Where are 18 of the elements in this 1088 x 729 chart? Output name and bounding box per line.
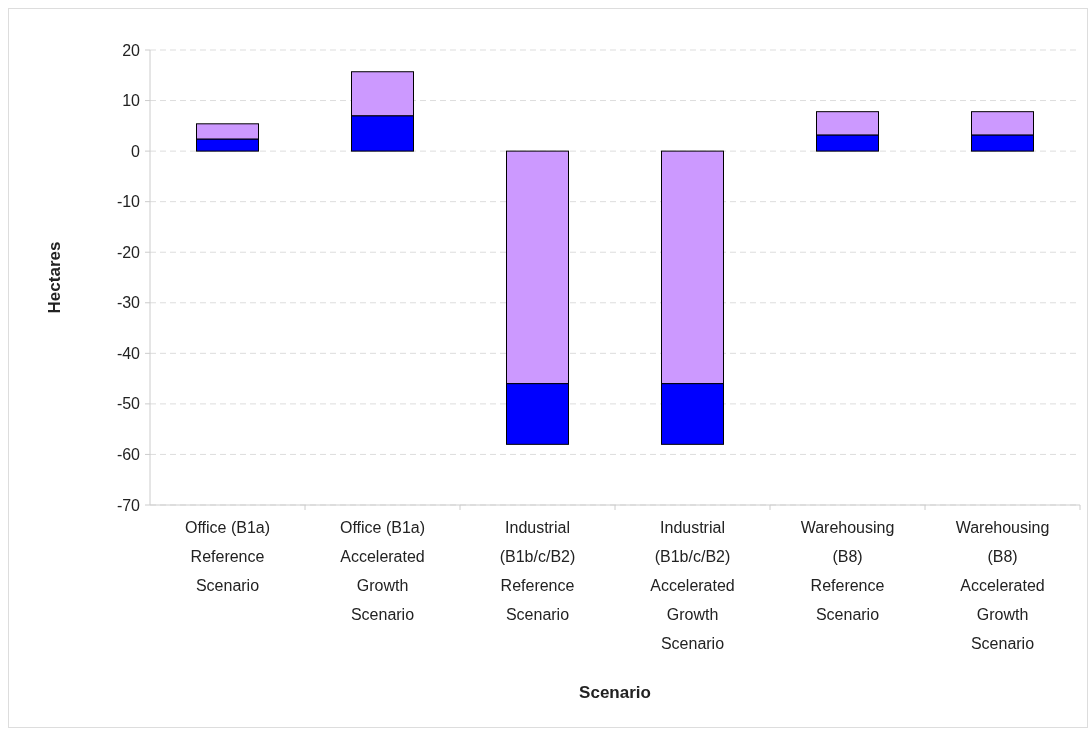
y-tick-label: -60: [116, 446, 141, 464]
x-tick-label: Office (B1a) Reference Scenario: [184, 519, 271, 594]
y-tick-label: -70: [116, 496, 141, 514]
x-tick-label: Office (B1a) Accelerated Growth Scenario: [339, 519, 426, 623]
y-tick-label: -10: [116, 193, 141, 211]
x-tick-label: Warehousing (B8) Reference Scenario: [800, 519, 895, 623]
x-tick-label: Warehousing (B8) Accelerated Growth Scenario: [955, 519, 1050, 652]
y-tick-label: 10: [122, 92, 141, 110]
x-axis-title: Scenario: [579, 683, 651, 702]
y-tick-label: -20: [116, 243, 141, 261]
y-tick-label: -30: [116, 294, 141, 312]
y-tick-label: 0: [131, 142, 141, 160]
y-tick-label: -40: [116, 344, 141, 362]
y-axis-title: Hectares: [45, 241, 64, 314]
x-tick-label: Industrial (B1b/c/B2) Reference Scenario: [499, 519, 576, 623]
x-tick-label: Industrial (B1b/c/B2) Accelerated Growth Scenario: [650, 519, 735, 652]
y-tick-label: 20: [122, 41, 141, 59]
y-tick-label: -50: [116, 395, 141, 413]
